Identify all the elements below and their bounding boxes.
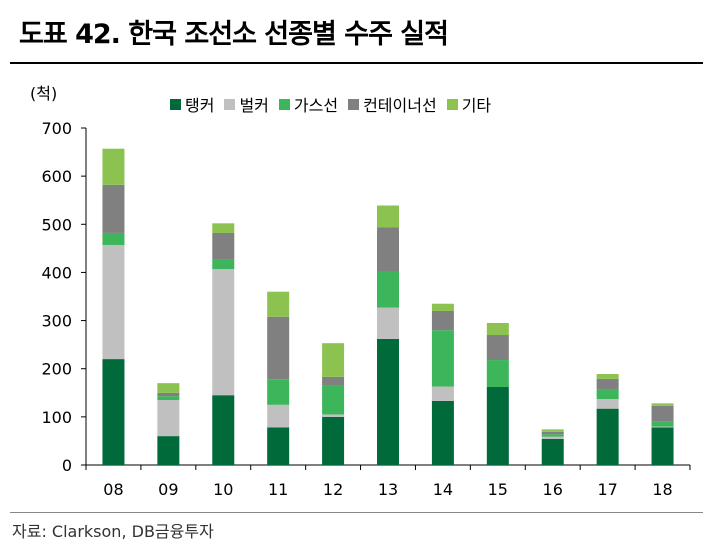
- bar-bulker-12: [322, 414, 345, 417]
- bar-bulker-09: [157, 400, 180, 437]
- y-tick-label-100: 100: [41, 408, 72, 427]
- bar-bulker-17: [596, 399, 619, 409]
- x-tick-label-18: 18: [652, 480, 672, 499]
- y-tick-label-0: 0: [62, 456, 72, 475]
- y-tick-label-700: 700: [41, 119, 72, 138]
- bar-tanker-09: [157, 436, 180, 465]
- bar-gas-17: [596, 389, 619, 400]
- bar-other-16: [541, 429, 564, 432]
- bar-gas-13: [377, 271, 399, 308]
- x-tick-label-10: 10: [213, 480, 233, 499]
- bar-container-18: [651, 405, 674, 422]
- bar-container-09: [157, 392, 180, 397]
- bar-tanker-14: [431, 400, 454, 465]
- bar-container-16: [541, 431, 564, 435]
- bar-bulker-14: [431, 386, 454, 401]
- y-tick-label-500: 500: [41, 215, 72, 234]
- x-tick-label-13: 13: [378, 480, 398, 499]
- x-tick-label-11: 11: [268, 480, 288, 499]
- bar-bulker-11: [267, 404, 290, 428]
- legend-item-other: 기타: [446, 92, 492, 116]
- legend-item-bulker: 벌커: [224, 92, 269, 116]
- bar-tanker-11: [267, 427, 290, 465]
- x-tick-label-12: 12: [323, 480, 343, 499]
- bar-bulker-18: [651, 426, 674, 428]
- bar-other-15: [486, 322, 509, 336]
- bar-container-13: [377, 227, 399, 272]
- bar-tanker-13: [377, 338, 399, 465]
- bar-tanker-17: [596, 408, 619, 465]
- bar-other-12: [322, 343, 345, 377]
- bar-other-10: [212, 223, 235, 233]
- x-tick-label-16: 16: [543, 480, 563, 499]
- legend-label-tanker: 탱커: [185, 96, 215, 115]
- legend-item-container: 컨테이너선: [348, 92, 437, 116]
- y-axis-unit: (척): [30, 84, 58, 103]
- bar-bulker-08: [102, 244, 125, 360]
- y-tick-label-400: 400: [41, 263, 72, 282]
- bar-tanker-15: [486, 387, 509, 465]
- title-divider: [10, 62, 703, 64]
- bar-tanker-16: [541, 439, 564, 465]
- legend-swatch-container: [348, 98, 360, 110]
- legend-label-container: 컨테이너선: [363, 96, 437, 115]
- bar-container-12: [322, 376, 345, 386]
- bar-tanker-08: [102, 359, 125, 465]
- bar-other-11: [267, 291, 290, 317]
- bar-bulker-10: [212, 269, 235, 396]
- bar-gas-12: [322, 385, 345, 415]
- bar-gas-15: [486, 360, 509, 388]
- bar-tanker-12: [322, 416, 345, 465]
- legend-label-other: 기타: [461, 96, 492, 115]
- legend-swatch-gas: [278, 98, 290, 110]
- legend-item-gas: 가스선: [278, 92, 339, 116]
- bar-other-08: [102, 148, 125, 185]
- x-tick-label-09: 09: [158, 480, 178, 499]
- legend-label-gas: 가스선: [293, 96, 339, 115]
- bar-gas-08: [102, 232, 125, 245]
- bar-gas-10: [212, 259, 235, 270]
- bar-container-10: [212, 232, 235, 260]
- x-tick-label-14: 14: [433, 480, 453, 499]
- bar-container-08: [102, 184, 125, 233]
- bar-container-17: [596, 378, 619, 390]
- bar-bulker-13: [377, 307, 399, 339]
- bar-container-14: [431, 310, 454, 331]
- bar-other-13: [377, 205, 399, 228]
- source-note: 자료: Clarkson, DB금융투자: [12, 522, 214, 541]
- legend: 탱커 벌커 가스선 컨테이너선 기타: [170, 92, 491, 116]
- bar-gas-11: [267, 379, 290, 405]
- bar-tanker-18: [651, 427, 674, 465]
- x-tick-label-08: 08: [103, 480, 123, 499]
- bar-gas-18: [651, 421, 674, 427]
- legend-swatch-bulker: [224, 98, 236, 110]
- bar-gas-16: [541, 434, 564, 437]
- y-tick-label-600: 600: [41, 167, 72, 186]
- bar-gas-09: [157, 396, 180, 401]
- bar-gas-14: [431, 330, 454, 387]
- legend-item-tanker: 탱커: [170, 92, 214, 116]
- legend-swatch-other: [446, 98, 458, 110]
- x-tick-label-17: 17: [597, 480, 617, 499]
- bar-other-17: [596, 374, 619, 379]
- x-tick-label-15: 15: [488, 480, 508, 499]
- bar-container-11: [267, 316, 290, 380]
- bar-other-18: [651, 403, 674, 406]
- legend-label-bulker: 벌커: [239, 96, 269, 115]
- bar-other-09: [157, 383, 180, 393]
- bar-tanker-10: [212, 395, 235, 465]
- legend-swatch-tanker: [170, 98, 181, 110]
- bar-bulker-16: [541, 436, 564, 440]
- bar-container-15: [486, 335, 509, 361]
- source-divider: [10, 512, 703, 513]
- y-tick-label-200: 200: [41, 360, 72, 379]
- chart-title: 도표 42. 한국 조선소 선종별 수주 실적: [19, 19, 449, 50]
- y-tick-label-300: 300: [41, 312, 72, 331]
- bar-other-14: [431, 303, 454, 311]
